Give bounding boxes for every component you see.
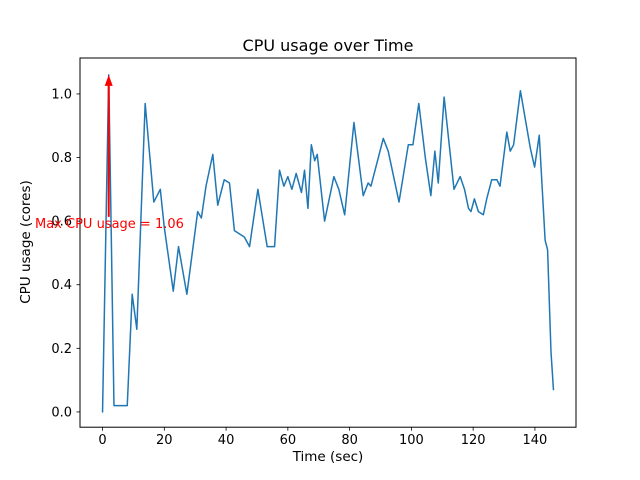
x-tick-label: 120 [461,433,486,448]
x-tick-label: 0 [98,433,106,448]
x-tick-label: 60 [280,433,297,448]
max-cpu-annotation: Max CPU usage = 1.06 [35,217,184,232]
chart-title: CPU usage over Time [242,36,414,55]
y-tick-label: 0.8 [51,151,72,166]
x-tick-label: 100 [399,433,424,448]
y-tick-label: 0.6 [51,215,72,230]
y-axis-label: CPU usage (cores) [18,180,34,304]
annotation-arrow-head [104,74,113,86]
y-tick-label: 0.2 [51,342,72,357]
x-tick-label: 140 [523,433,548,448]
y-tick-label: 1.0 [51,87,72,102]
x-axis-label: Time (sec) [292,449,364,465]
axes-box [79,57,577,428]
x-tick-label: 40 [218,433,235,448]
x-tick-label: 80 [341,433,358,448]
x-tick-label: 20 [156,433,173,448]
y-tick-label: 0.4 [51,278,72,293]
y-tick-label: 0.0 [51,405,72,420]
cpu-usage-line [101,74,555,413]
